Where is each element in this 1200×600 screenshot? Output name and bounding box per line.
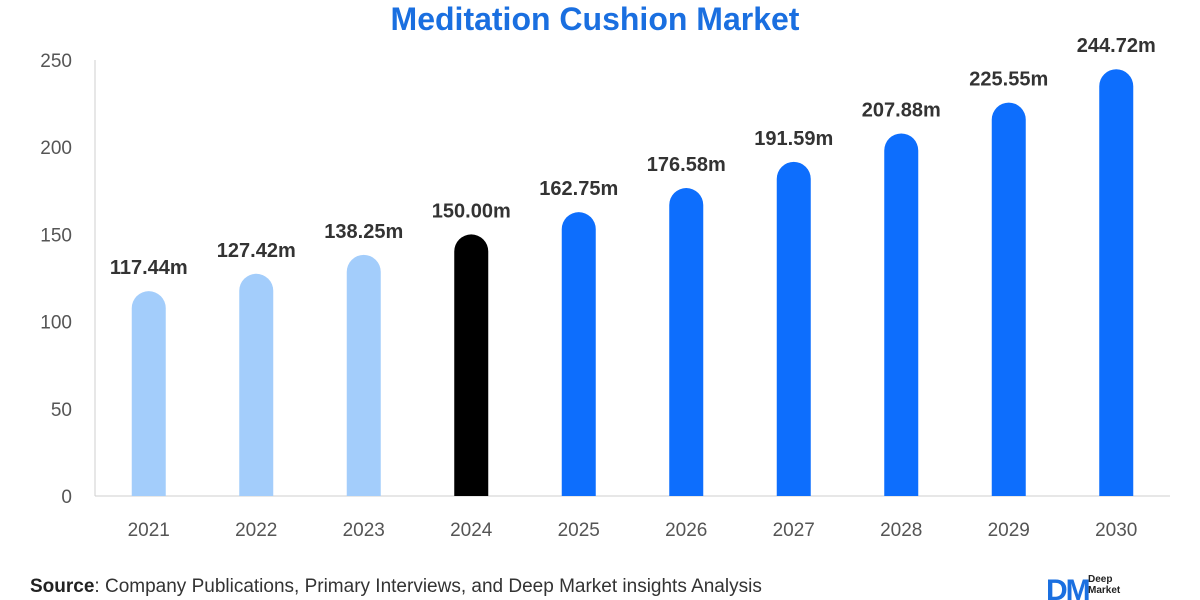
logo-mark: DM — [1046, 574, 1091, 600]
x-tick-label: 2026 — [665, 520, 707, 541]
x-tick-label: 2023 — [343, 520, 385, 541]
logo-line2: Market — [1088, 585, 1121, 596]
data-label-2022: 127.42m — [217, 240, 296, 262]
x-axis-ticks: 2021 2022 2023 2024 2025 2026 2027 2028 2029 2030 — [128, 520, 1138, 541]
data-labels: 117.44m 127.42m 138.25m 150.00m 162.75m 176.5… — [110, 35, 1156, 279]
x-tick-label: 2027 — [773, 520, 815, 541]
bar-2024 — [454, 234, 489, 496]
x-tick-label: 2022 — [235, 520, 277, 541]
bar-2025 — [561, 212, 596, 496]
x-tick-label: 2024 — [450, 520, 493, 541]
bar-2028 — [884, 133, 919, 496]
x-tick-label: 2028 — [880, 520, 922, 541]
x-tick-label: 2029 — [988, 520, 1030, 541]
data-label-2028: 207.88m — [862, 99, 941, 121]
source-note: Source: Company Publications, Primary In… — [30, 576, 762, 598]
y-axis-ticks: 0 50 100 150 200 250 — [40, 51, 72, 508]
logo-text: Deep Market — [1088, 574, 1120, 596]
bars — [131, 69, 1134, 497]
bar-2029 — [991, 102, 1026, 496]
chart-axes — [94, 60, 1170, 497]
bar-2026 — [669, 188, 704, 496]
bar-chart: 0 50 100 150 200 250 2021 2022 2023 2024 2025 2026… — [40, 35, 1170, 541]
x-tick-label: 2030 — [1095, 520, 1137, 541]
data-label-2024: 150.00m — [432, 200, 511, 222]
x-tick-label: 2021 — [128, 520, 170, 541]
y-tick-label: 250 — [40, 51, 72, 72]
data-label-2025: 162.75m — [539, 178, 618, 200]
logo-line1: Deep — [1088, 574, 1113, 585]
data-label-2023: 138.25m — [324, 221, 403, 243]
y-tick-label: 150 — [40, 225, 72, 246]
y-tick-label: 50 — [51, 400, 72, 421]
bar-2027 — [776, 161, 811, 496]
x-tick-label: 2025 — [558, 520, 600, 541]
y-tick-label: 100 — [40, 313, 72, 334]
source-text: : Company Publications, Primary Intervie… — [94, 576, 762, 597]
chart-title: Meditation Cushion Market — [390, 1, 800, 37]
data-label-2029: 225.55m — [969, 69, 1048, 91]
bar-2023 — [346, 254, 381, 496]
bar-2021 — [131, 291, 166, 496]
data-label-2026: 176.58m — [647, 154, 726, 176]
bar-2022 — [239, 273, 274, 496]
y-tick-label: 200 — [40, 138, 72, 159]
data-label-2027: 191.59m — [754, 128, 833, 150]
y-tick-label: 0 — [61, 487, 72, 508]
deep-market-logo: DM Deep Market — [1046, 572, 1176, 600]
data-label-2030: 244.72m — [1077, 35, 1156, 57]
bar-2030 — [1099, 69, 1134, 497]
data-label-2021: 117.44m — [110, 257, 188, 279]
source-label: Source — [30, 576, 95, 597]
